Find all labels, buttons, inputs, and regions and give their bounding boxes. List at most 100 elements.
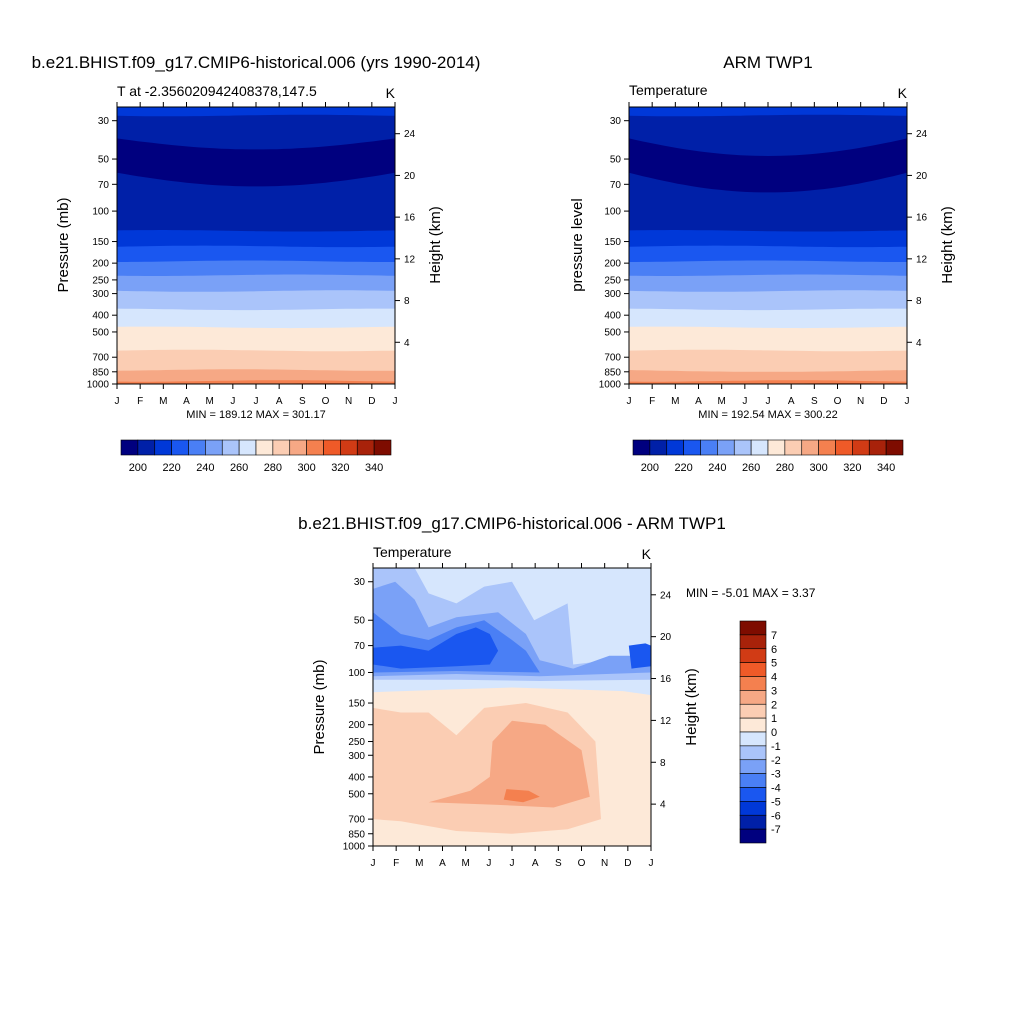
panel-model-ytick-label: 1000	[87, 380, 110, 391]
panel-model-ytick-label: 700	[92, 353, 109, 364]
panel-model-colorbar-label: 220	[162, 462, 180, 474]
panel-model-left-subtitle: T at -2.356020942408378,147.5	[117, 83, 317, 99]
panel-model-colorbar: 200 220 240 260 280 300 320 340	[120, 439, 392, 474]
panel-obs-xtick-label: F	[649, 396, 655, 407]
panel-obs-xtick-label: J	[742, 396, 747, 407]
panel-difference-xtick-label: J	[371, 858, 376, 869]
panel-difference-colorbar-label: 4	[771, 672, 777, 684]
panel-model-colorbar-swatch	[171, 439, 189, 456]
panel-difference-colorbar-label: -6	[771, 810, 781, 822]
contour-band	[117, 107, 395, 150]
panel-obs: ARM TWP1 Temperature K 30 50 70 100 150 200 25…	[569, 53, 956, 474]
contour-band	[117, 107, 395, 117]
panel-obs-colorbar-swatch	[835, 439, 853, 456]
panel-difference-xtick-label: M	[415, 858, 423, 869]
panel-obs-ytick-label: 700	[604, 353, 621, 364]
panel-model-y2tick-label: 8	[404, 296, 410, 307]
panel-obs-colorbar-swatch	[733, 439, 752, 456]
panel-model-units: K	[386, 85, 396, 101]
panel-obs-units: K	[898, 85, 908, 101]
panel-obs-colorbar-swatch	[683, 439, 701, 456]
panel-obs-colorbar-swatch	[717, 439, 735, 456]
panel-model-xtick-label: J	[230, 396, 235, 407]
panel-difference-colorbar-swatch	[739, 801, 767, 816]
panel-obs-stats: MIN = 192.54 MAX = 300.22	[698, 409, 837, 421]
panel-difference-colorbar-label: -5	[771, 796, 781, 808]
panel-model-ytick-label: 30	[98, 116, 110, 127]
diff-fill-m4b	[628, 643, 651, 669]
panel-obs-colorbar-swatch	[868, 439, 887, 456]
panel-difference-y2label: Height (km)	[683, 668, 700, 746]
panel-model-colorbar-swatch	[188, 439, 206, 456]
panel-difference-colorbar-swatch	[739, 662, 767, 677]
panel-difference-left-subtitle: Temperature	[373, 544, 452, 560]
panel-obs-y2tick-label: 20	[916, 171, 928, 182]
panel-difference-y2tick-label: 4	[660, 800, 666, 811]
panel-model-xtick-label: O	[322, 396, 330, 407]
panel-model-colorbar-swatch	[356, 439, 375, 456]
panel-obs-ytick-label: 50	[610, 155, 622, 166]
panel-obs-colorbar-label: 340	[877, 462, 895, 474]
panel-difference-colorbar-swatch	[739, 787, 767, 802]
panel-model-colorbar-swatch	[154, 439, 172, 456]
panel-difference-colorbar-label: 0	[771, 727, 777, 739]
panel-difference-xtick-label: A	[439, 858, 446, 869]
panel-obs-ytick-label: 100	[604, 207, 621, 218]
panel-difference-axes: 30 50 70 100 150 200 250 300 400 500 700 850 1000 24 2…	[343, 563, 672, 869]
panel-difference-contours	[373, 568, 651, 846]
panel-obs-ytick-label: 300	[604, 289, 621, 300]
panel-difference-y2tick-label: 16	[660, 674, 672, 685]
panel-difference-colorbar-swatch	[739, 759, 767, 774]
panel-difference-ytick-label: 100	[348, 668, 365, 679]
panel-obs-ytick-label: 250	[604, 275, 621, 286]
panel-model-y2tick-label: 20	[404, 171, 416, 182]
panel-obs-xtick-label: S	[811, 396, 818, 407]
panel-model-colorbar-label: 200	[129, 462, 147, 474]
panel-difference-y2tick-label: 20	[660, 632, 672, 643]
diff-fill-m4	[373, 627, 499, 669]
panel-obs-colorbar-swatch	[750, 439, 769, 456]
panel-obs-colorbar-label: 320	[843, 462, 861, 474]
panel-difference-colorbar-label: 2	[771, 699, 777, 711]
panel-model-xtick-label: M	[205, 396, 213, 407]
panel-difference-colorbar-label: 1	[771, 713, 777, 725]
panel-obs-colorbar-swatch	[632, 439, 651, 456]
panel-obs-left-subtitle: Temperature	[629, 82, 708, 98]
panel-obs-ytick-label: 400	[604, 311, 621, 322]
panel-difference-colorbar: 7 6 5 43 2 1 0 -1 -2 -3 -4-5 -6 -7	[739, 620, 781, 844]
panel-model-ytick-label: 100	[92, 207, 109, 218]
panel-difference-colorbar-label: 3	[771, 685, 777, 697]
panel-difference-y2tick-label: 24	[660, 590, 672, 601]
panel-difference-xtick-label: J	[510, 858, 515, 869]
panel-model-xtick-label: M	[159, 396, 167, 407]
panel-difference-colorbar-swatch	[739, 620, 767, 636]
panel-difference-colorbar-swatch	[739, 717, 767, 733]
panel-obs-colorbar-label: 200	[641, 462, 659, 474]
panel-difference-colorbar-label: 6	[771, 644, 777, 656]
panel-obs-ytick-label: 30	[610, 116, 622, 127]
panel-obs-colorbar-swatch	[801, 439, 819, 456]
panel-difference-ytick-label: 250	[348, 737, 365, 748]
panel-difference-colorbar-label: -1	[771, 741, 781, 753]
panel-difference-title: b.e21.BHIST.f09_g17.CMIP6-historical.006…	[298, 514, 726, 533]
panel-obs-colorbar-label: 300	[809, 462, 827, 474]
panel-difference-colorbar-swatch	[739, 690, 767, 705]
panel-difference-ytick-label: 400	[348, 772, 365, 783]
panel-model-colorbar-label: 260	[230, 462, 248, 474]
panel-model-contours	[117, 107, 395, 384]
panel-model-colorbar-swatch	[340, 439, 358, 456]
panel-obs-colorbar-swatch	[784, 439, 803, 456]
panel-difference-ytick-label: 500	[348, 789, 365, 800]
panel-difference-colorbar-swatch	[739, 814, 767, 830]
panel-model-ytick-label: 70	[98, 180, 110, 191]
panel-obs-xtick-label: M	[671, 396, 679, 407]
panel-difference-xtick-label: F	[393, 858, 399, 869]
panel-obs-colorbar-swatch	[818, 439, 836, 456]
panel-obs-colorbar-label: 280	[776, 462, 794, 474]
panel-model-colorbar-label: 240	[196, 462, 214, 474]
panel-obs-ytick-label: 150	[604, 237, 621, 248]
panel-difference-y2tick-label: 8	[660, 758, 666, 769]
panel-difference-colorbar-label: -7	[771, 824, 781, 836]
panel-obs-xtick-label: A	[788, 396, 795, 407]
panel-difference-ytick-label: 850	[348, 829, 365, 840]
